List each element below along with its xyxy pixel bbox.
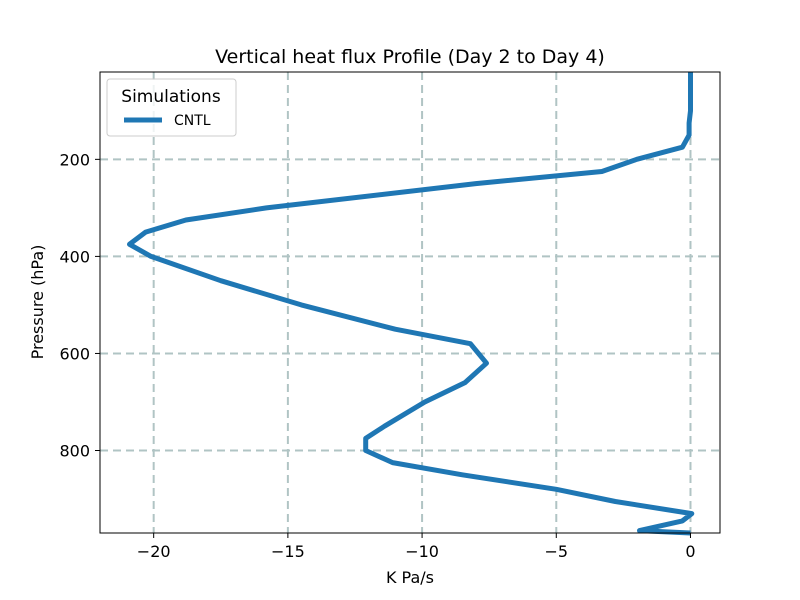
legend-label-cntl: CNTL	[174, 113, 211, 129]
series-lines	[127, 72, 695, 536]
x-tick-label: −10	[405, 542, 439, 561]
x-tick-label: 0	[685, 542, 695, 561]
y-axis-label: Pressure (hPa)	[28, 245, 47, 360]
legend-title: Simulations	[121, 87, 221, 107]
y-tick-label: 200	[59, 150, 90, 169]
x-tick-label: −15	[271, 542, 305, 561]
series-line-cntl	[127, 72, 695, 536]
axis-ticks: −20 −15 −10 −5 0 200 400 600 800	[59, 150, 695, 561]
y-tick-label: 400	[59, 247, 90, 266]
y-tick-label: 800	[59, 442, 90, 461]
y-tick-label: 600	[59, 344, 90, 363]
grid	[100, 72, 720, 533]
legend: Simulations CNTL	[106, 78, 237, 137]
x-tick-label: −5	[544, 542, 568, 561]
plot-frame	[99, 71, 721, 534]
chart-title: Vertical heat flux Profile (Day 2 to Day…	[215, 46, 605, 68]
x-axis-label: K Pa/s	[386, 568, 434, 587]
x-tick-label: −20	[137, 542, 171, 561]
